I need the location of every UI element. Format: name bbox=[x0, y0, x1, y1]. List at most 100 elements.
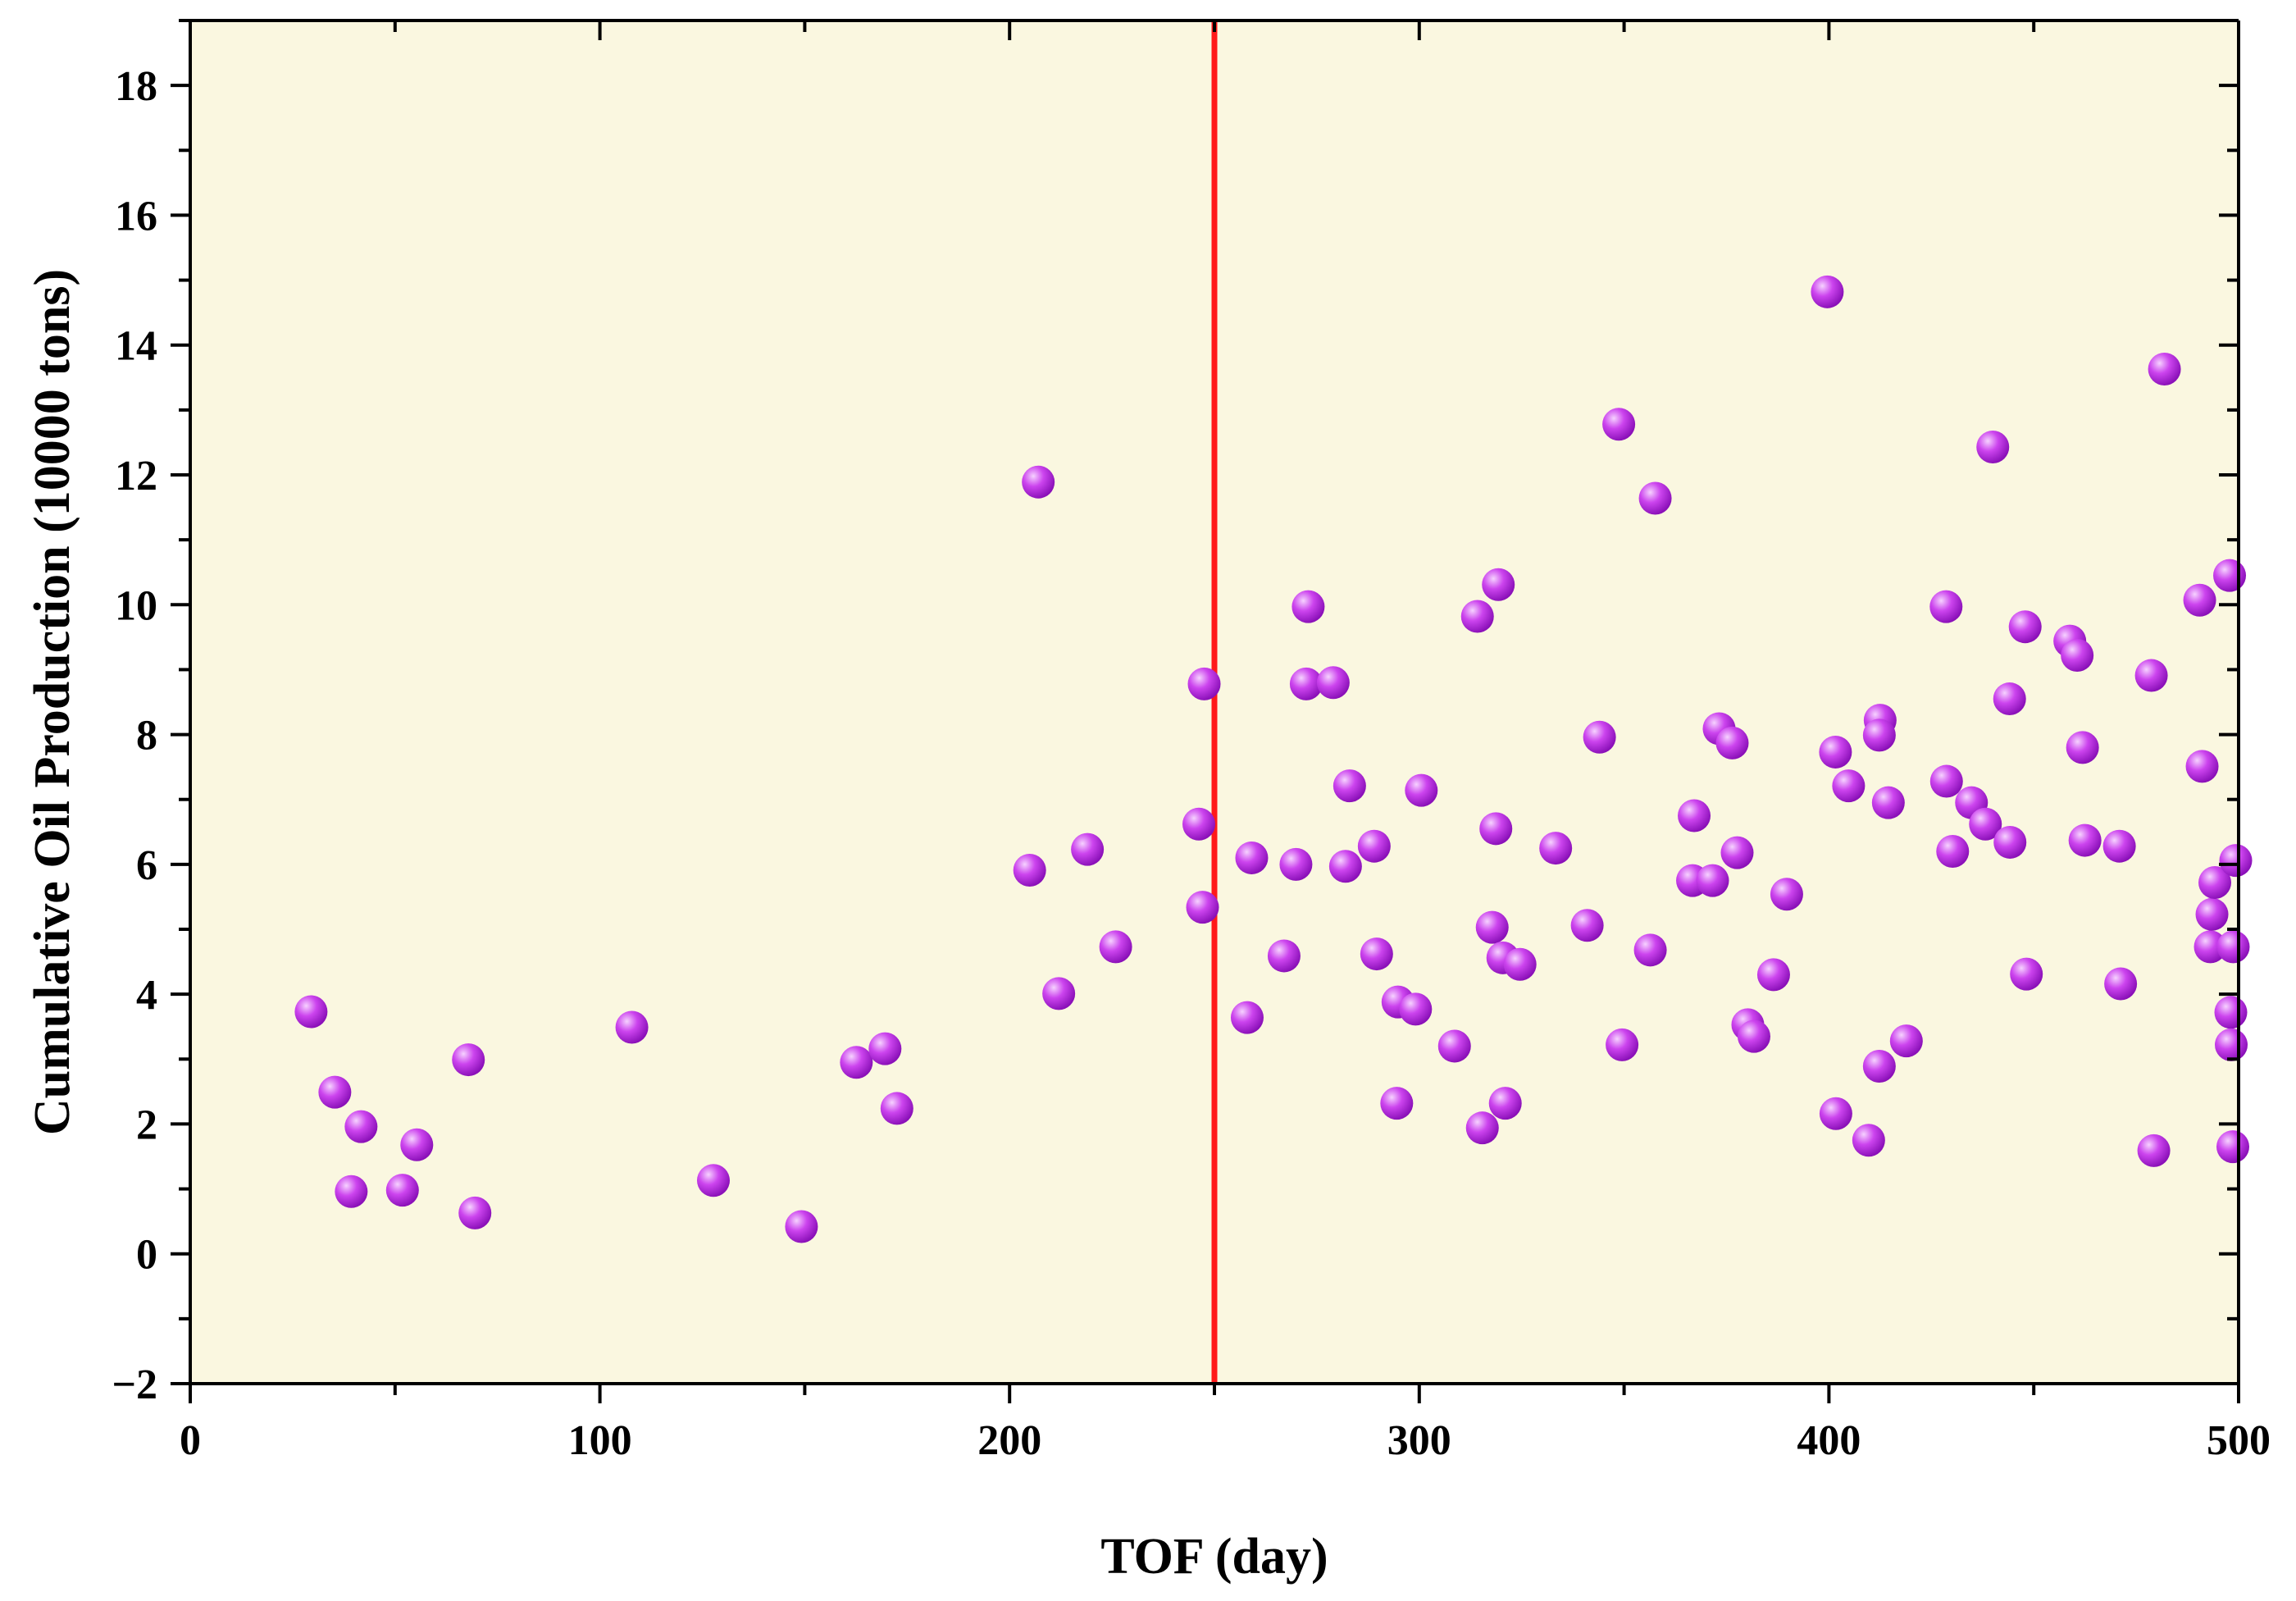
data-point bbox=[1465, 1111, 1499, 1145]
data-point bbox=[2134, 659, 2168, 692]
data-point bbox=[1889, 1024, 1923, 1058]
data-point bbox=[1606, 1028, 1639, 1061]
data-point bbox=[1583, 720, 1616, 754]
data-point bbox=[1230, 1001, 1264, 1034]
data-point bbox=[1022, 465, 1055, 499]
data-point bbox=[1720, 836, 1754, 869]
data-point bbox=[1696, 864, 1729, 897]
data-point bbox=[2148, 352, 2181, 385]
x-tick-label: 0 bbox=[180, 1417, 201, 1464]
data-point bbox=[2185, 750, 2219, 783]
data-point bbox=[1187, 667, 1221, 700]
data-point bbox=[1360, 937, 1393, 971]
data-point bbox=[1756, 958, 1790, 992]
y-axis-title: Cumulative Oil Production (10000 tons) bbox=[25, 269, 80, 1135]
y-tick-label: 2 bbox=[136, 1102, 157, 1148]
data-point bbox=[1235, 841, 1269, 874]
data-point bbox=[1819, 1097, 1852, 1130]
data-point bbox=[2213, 559, 2247, 592]
data-point bbox=[2068, 823, 2102, 857]
data-point bbox=[452, 1043, 485, 1077]
data-point bbox=[2104, 967, 2138, 1001]
data-point bbox=[1013, 853, 1046, 887]
data-point bbox=[2216, 930, 2250, 964]
data-point bbox=[1819, 735, 1852, 769]
y-tick-label: 0 bbox=[136, 1232, 157, 1279]
data-point bbox=[1316, 666, 1350, 700]
data-point bbox=[1678, 799, 1711, 832]
data-point bbox=[1929, 590, 1963, 623]
data-point bbox=[1633, 933, 1667, 967]
data-point bbox=[1852, 1124, 1885, 1157]
data-point bbox=[2066, 731, 2099, 764]
data-point bbox=[1969, 807, 2002, 841]
data-point bbox=[1380, 1087, 1414, 1120]
data-point bbox=[1993, 825, 2027, 859]
data-point bbox=[2010, 957, 2043, 991]
data-point bbox=[1832, 769, 1866, 803]
y-tick-label: 16 bbox=[115, 193, 157, 239]
data-point bbox=[880, 1092, 913, 1125]
data-point bbox=[1267, 939, 1301, 973]
x-tick-label: 100 bbox=[568, 1417, 632, 1464]
data-point bbox=[1976, 430, 2010, 463]
data-point bbox=[1332, 769, 1366, 803]
data-point bbox=[696, 1164, 730, 1197]
data-point bbox=[1482, 568, 1515, 601]
data-point bbox=[318, 1075, 352, 1109]
data-point bbox=[1570, 909, 1604, 942]
data-point bbox=[1539, 832, 1573, 865]
y-tick-label: 8 bbox=[136, 713, 157, 759]
data-point bbox=[1936, 835, 1970, 869]
x-tick-label: 400 bbox=[1797, 1417, 1861, 1464]
data-point bbox=[1437, 1029, 1471, 1063]
data-point bbox=[1292, 590, 1325, 623]
data-point bbox=[2195, 897, 2229, 931]
data-point bbox=[1399, 992, 1433, 1026]
x-tick-label: 200 bbox=[977, 1417, 1041, 1464]
data-point bbox=[1099, 930, 1132, 964]
data-point bbox=[868, 1032, 902, 1065]
data-point bbox=[400, 1128, 434, 1161]
data-points bbox=[294, 275, 2253, 1243]
y-tick-label: 10 bbox=[115, 582, 157, 629]
data-point bbox=[1289, 667, 1323, 700]
data-point bbox=[1182, 807, 1216, 841]
data-point bbox=[1602, 408, 1636, 441]
data-point bbox=[1811, 275, 1844, 308]
data-point bbox=[2061, 639, 2094, 673]
data-point bbox=[2216, 1130, 2250, 1164]
x-tick-label: 300 bbox=[1387, 1417, 1451, 1464]
y-tick-label: −2 bbox=[112, 1362, 157, 1408]
data-point bbox=[2198, 866, 2232, 900]
data-point bbox=[458, 1196, 492, 1229]
data-point bbox=[2008, 610, 2042, 644]
data-point bbox=[1357, 829, 1391, 863]
data-point bbox=[344, 1110, 378, 1143]
data-point bbox=[2215, 1028, 2248, 1061]
data-point bbox=[1737, 1019, 1770, 1053]
data-point bbox=[1993, 682, 2026, 716]
y-tick-label: 12 bbox=[115, 453, 157, 499]
data-point bbox=[1279, 847, 1313, 881]
data-point bbox=[2137, 1133, 2171, 1167]
data-point bbox=[1503, 947, 1537, 981]
data-point bbox=[1042, 977, 1076, 1010]
data-point bbox=[1929, 764, 1963, 798]
data-point bbox=[1186, 891, 1219, 924]
data-point bbox=[1871, 786, 1905, 819]
x-tick-label: 500 bbox=[2207, 1417, 2271, 1464]
data-point bbox=[1405, 773, 1438, 807]
axis-ticks: 0 100 200 300 400 500 −2 0 2 4 6 8 10 12 14 16 18 bbox=[112, 19, 2271, 1464]
x-axis-title: TOF (day) bbox=[1100, 1529, 1328, 1585]
data-point bbox=[1770, 878, 1803, 911]
data-point bbox=[1862, 1049, 1896, 1083]
data-point bbox=[840, 1046, 873, 1079]
data-point bbox=[1488, 1087, 1522, 1120]
data-point bbox=[2219, 844, 2253, 878]
data-point bbox=[2194, 930, 2227, 964]
data-point bbox=[1475, 910, 1509, 944]
data-point bbox=[785, 1210, 818, 1243]
data-point bbox=[1862, 718, 1896, 752]
